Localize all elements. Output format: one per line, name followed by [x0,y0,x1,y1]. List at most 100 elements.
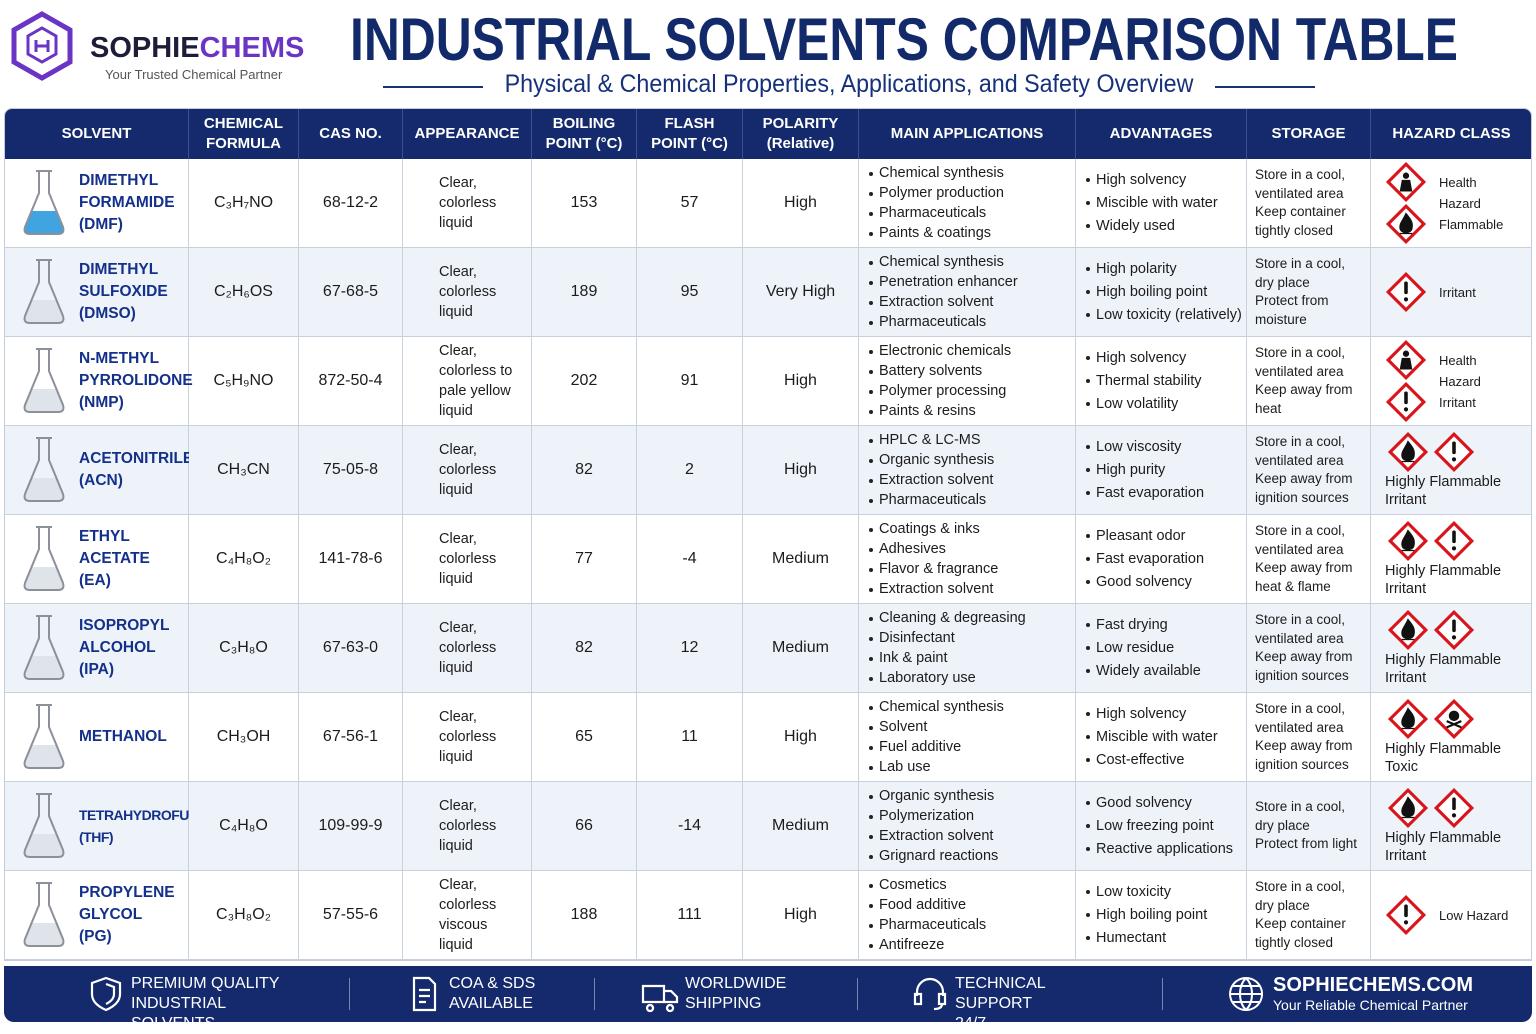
storage-line: Store in a cool, ventilated area [1255,701,1346,735]
column-header: SOLVENT [5,109,189,159]
flask-liquid [24,389,64,412]
storage-line: Keep away from ignition sources [1255,649,1353,683]
advantage: Thermal stability [1086,370,1202,393]
storage-text: Store in a cool, dry place Keep container… [1255,878,1360,952]
solvent-cell: ISOPROPYL ALCOHOL (IPA) [5,604,189,693]
cas-cell: 57-55-6 [299,871,403,960]
advantages-cell: High solvency Miscible with water Cost-eff… [1076,693,1247,782]
storage-line: Keep away from heat [1255,382,1353,416]
skull-symbol [1446,720,1462,729]
hazard-icons [1387,520,1501,562]
formula-cell: C₄H₈O [189,782,299,871]
advantage: Low freezing point [1086,815,1233,838]
storage-line: Store in a cool, ventilated area [1255,345,1346,379]
applications-list: Coatings & inks Adhesives Flavor & fragran… [869,519,998,599]
flask-liquid [24,745,64,768]
advantage: High solvency [1086,703,1218,726]
polarity-cell: High [743,693,859,782]
hazard-pictogram [1385,203,1427,245]
hazard-pictogram [1385,271,1427,313]
flash-point: 111 [677,906,702,923]
appearance: Clear, colorless viscous liquid [439,877,497,953]
footer-item: COA & SDS AVAILABLE [449,975,536,1012]
exclamation-symbol [1452,530,1456,544]
flask-outline [23,259,65,324]
formula-cell: C₂H₆OS [189,248,299,337]
boiling-point-cell: 188 [532,871,637,960]
applications-list: Chemical synthesis Polymer production Phar… [869,163,1004,243]
advantages-list: Fast drying Low residue Widely available [1086,614,1201,683]
application: Cleaning & degreasing [869,608,1026,628]
formula-cell: C₄H₈O₂ [189,515,299,604]
advantage: High polarity [1086,258,1242,281]
flask-icon [23,437,65,502]
hazard-labels: Health Hazard Irritant [1439,350,1522,413]
appearance-cell: Clear, colorless viscous liquid [403,871,532,960]
solvent-name: ISOPROPYL ALCOHOL (IPA) [79,617,170,678]
polarity: High [784,461,817,478]
boiling-point: 65 [575,728,593,745]
hazard-cell: Highly Flammable Toxic [1371,693,1531,782]
solvent-cell: PROPYLENE GLYCOL (PG) [5,871,189,960]
hazard-label: Irritant [1439,394,1476,410]
solvent-name: DIMETHYL SULFOXIDE (DMSO) [79,261,168,322]
application: Paints & coatings [869,223,1004,243]
footer-divider [349,978,350,1010]
storage-cell: Store in a cool, ventilated area Keep con… [1247,159,1371,248]
flash-point-cell: 91 [637,337,743,426]
storage-line: Store in a cool, ventilated area [1255,167,1346,201]
advantage: Fast evaporation [1086,482,1204,505]
advantage: High solvency [1086,347,1202,370]
appearance-cell: Clear, colorless liquid [403,426,532,515]
polarity: Very High [765,283,836,300]
polarity-cell: High [743,159,859,248]
advantages-cell: High solvency Miscible with water Widely u… [1076,159,1247,248]
advantage: Miscible with water [1086,192,1218,215]
column-header: APPEARANCE [403,109,532,159]
application: Battery solvents [869,361,1011,381]
hazard-group: Highly Flammable Irritant [1385,431,1501,509]
advantage: High solvency [1086,169,1218,192]
appearance-cell: Clear, colorless liquid [403,782,532,871]
comparison-table: SOLVENT CHEMICAL FORMULA CAS NO. APPEARANCE… [4,108,1532,961]
footer-icon-path [641,984,679,1013]
flask-outline [23,348,65,413]
footer-item: WORLDWIDE SHIPPING [685,975,787,1012]
storage-cell: Store in a cool, ventilated area Keep awa… [1247,693,1371,782]
application: Disinfectant [869,628,1026,648]
flash-point-cell: 111 [637,871,743,960]
solvent-cell: DIMETHYL FORMAMIDE (DMF) [5,159,189,248]
formula: CH₃CN [217,461,270,478]
application: Ink & paint [869,648,1026,668]
solvent-name: TETRAHYDROFURAN (THF) [79,807,218,845]
storage-text: Store in a cool, dry place Protect from m… [1255,255,1360,329]
application: Extraction solvent [869,292,1018,312]
advantages-cell: Low toxicity High boiling point Humectant [1076,871,1247,960]
cas: 67-56-1 [322,728,379,745]
health-symbol [1402,350,1410,357]
flash-point-cell: 2 [637,426,743,515]
solvent-cell: METHANOL [5,693,189,782]
footer-item: TECHNICAL SUPPORT 24/7 [955,975,1046,1032]
storage-text: Store in a cool, ventilated area Keep awa… [1255,611,1360,685]
cas: 67-68-5 [322,283,379,300]
flame-symbol [1399,212,1413,235]
boiling-point: 82 [575,639,593,656]
globe-path [1229,977,1264,1011]
storage-cell: Store in a cool, dry place Protect from l… [1247,782,1371,871]
footer-icon-path [913,977,947,1011]
column-header: BOILING POINT (°C) [532,109,637,159]
hazard-pictogram [1387,520,1429,562]
footer-icon-path [412,976,437,1012]
flask-icon [23,526,65,591]
hazard-icons [1385,339,1427,423]
cas-cell: 67-68-5 [299,248,403,337]
column-header: CAS NO. [299,109,403,159]
advantage: High purity [1086,459,1204,482]
solvent-cell: ACETONITRILE (ACN) [5,426,193,515]
application: Extraction solvent [869,579,998,599]
boiling-point: 202 [570,372,598,389]
flame-symbol [1401,707,1415,730]
flask-liquid [24,567,64,590]
application: Organic synthesis [869,786,998,806]
